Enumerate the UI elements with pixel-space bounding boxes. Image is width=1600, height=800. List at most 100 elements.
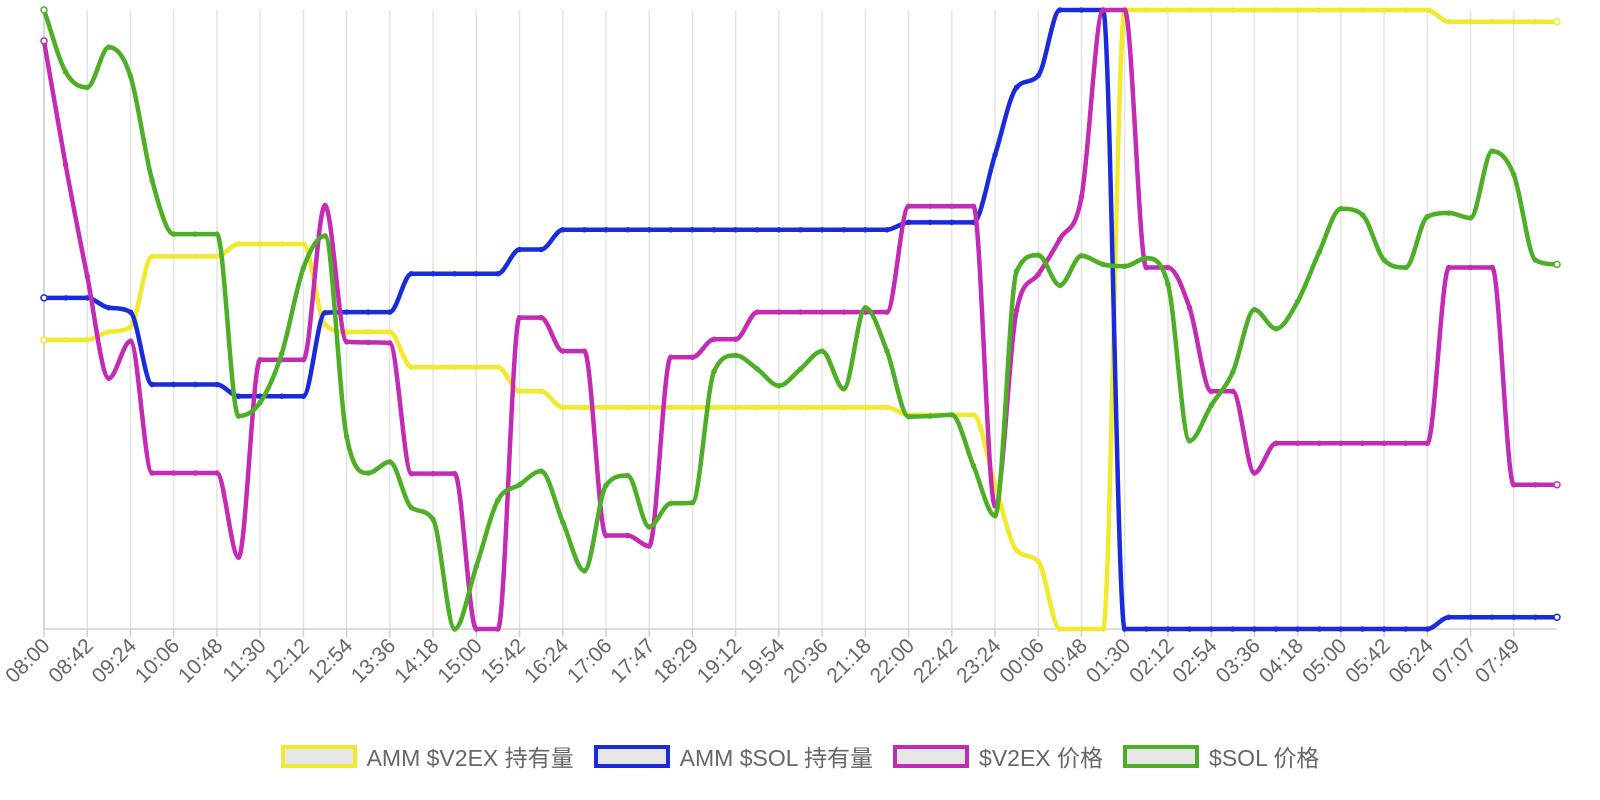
data-point <box>1143 255 1150 261</box>
data-point <box>1186 304 1193 311</box>
data-point <box>127 73 134 79</box>
legend-swatch <box>593 744 670 768</box>
data-point <box>1489 614 1495 620</box>
data-point <box>1359 212 1366 218</box>
data-point <box>884 226 890 233</box>
data-point <box>1100 261 1106 268</box>
data-point <box>300 241 307 247</box>
data-point <box>884 404 890 411</box>
data-point <box>646 404 652 411</box>
data-point <box>559 348 566 354</box>
data-point <box>495 270 501 277</box>
data-point <box>127 309 134 315</box>
data-point <box>927 219 933 226</box>
data-point <box>1294 440 1301 447</box>
data-point <box>1143 7 1150 13</box>
data-point <box>1359 626 1366 632</box>
legend-item[interactable]: AMM $SOL 持有量 <box>593 739 873 773</box>
data-point <box>689 499 696 506</box>
x-tick-label: 06:24 <box>1384 634 1438 688</box>
legend-label: $V2EX 价格 <box>979 745 1104 771</box>
data-point <box>365 339 371 346</box>
x-tick-label: 22:42 <box>909 634 962 687</box>
series-line <box>41 7 1560 632</box>
data-point <box>40 336 48 344</box>
data-point <box>473 563 480 570</box>
data-point <box>408 504 415 511</box>
data-point <box>214 381 220 388</box>
data-point <box>1165 626 1171 632</box>
data-point <box>149 177 155 183</box>
data-point <box>1121 7 1128 13</box>
x-tick-label: 19:12 <box>693 634 746 687</box>
data-point <box>559 226 566 233</box>
data-point <box>1402 7 1409 13</box>
data-point <box>538 246 544 253</box>
data-point <box>754 366 761 372</box>
data-point <box>1230 388 1236 395</box>
data-point <box>192 470 199 476</box>
data-point <box>1381 440 1387 447</box>
x-tick-label: 07:49 <box>1471 634 1524 687</box>
legend-item[interactable]: $V2EX 价格 <box>893 739 1103 773</box>
data-point <box>106 44 112 50</box>
data-point <box>387 459 393 465</box>
data-point <box>1489 19 1495 25</box>
data-point <box>624 226 631 233</box>
data-point <box>1186 626 1193 632</box>
data-point <box>430 364 436 370</box>
data-point <box>170 231 177 237</box>
data-point <box>1057 236 1063 242</box>
data-point <box>1100 7 1106 13</box>
data-point <box>214 253 220 260</box>
data-point <box>1402 264 1409 271</box>
data-point <box>170 253 177 260</box>
data-point <box>992 152 998 158</box>
data-point <box>732 352 739 359</box>
data-point <box>495 364 501 370</box>
data-point <box>1013 547 1020 554</box>
data-point <box>365 329 371 335</box>
data-point <box>1035 271 1042 278</box>
data-point <box>689 404 696 411</box>
data-point <box>840 309 847 315</box>
data-point <box>797 404 804 411</box>
series-line <box>41 7 1560 632</box>
data-point <box>62 295 69 301</box>
legend-item[interactable]: $SOL 价格 <box>1123 739 1319 773</box>
x-tick-label: 08:00 <box>1 634 54 687</box>
x-tick-label: 14:18 <box>390 634 443 687</box>
data-point <box>1446 19 1452 25</box>
x-tick-label: 21:18 <box>822 634 875 687</box>
series-2 <box>40 7 1561 632</box>
data-point <box>257 241 263 247</box>
data-point <box>300 356 307 363</box>
data-point <box>430 470 436 477</box>
data-point <box>819 309 825 315</box>
data-point <box>1359 440 1366 447</box>
data-point <box>1511 614 1517 620</box>
data-point <box>1078 252 1085 259</box>
data-point <box>1381 257 1387 263</box>
data-point <box>1446 210 1452 216</box>
data-point <box>430 270 436 277</box>
data-point <box>106 375 112 382</box>
data-point <box>776 382 782 389</box>
data-point <box>40 6 48 14</box>
data-point <box>646 226 652 233</box>
data-point <box>624 472 631 479</box>
series-line <box>41 7 1560 632</box>
data-point <box>711 336 717 343</box>
data-point <box>1338 7 1344 13</box>
data-point <box>1467 19 1474 25</box>
data-point <box>1489 148 1495 154</box>
data-point <box>732 404 739 411</box>
data-point <box>235 413 242 419</box>
data-point <box>1100 626 1106 632</box>
data-point <box>1208 388 1214 395</box>
data-point <box>214 470 220 476</box>
data-point <box>62 337 69 343</box>
data-point <box>279 241 285 247</box>
legend-item[interactable]: AMM $V2EX 持有量 <box>280 739 574 773</box>
